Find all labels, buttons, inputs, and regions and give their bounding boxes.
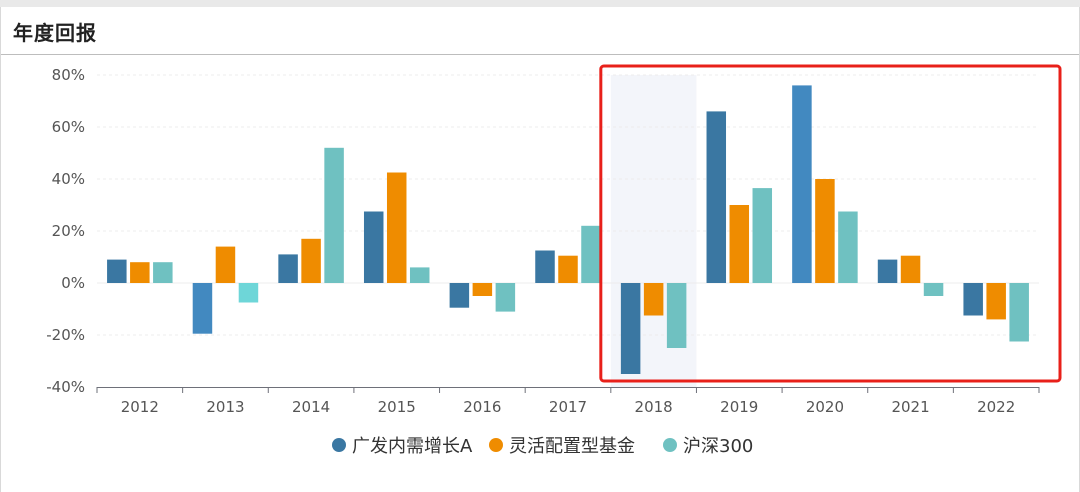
- x-tick-label: 2021: [891, 398, 929, 416]
- bar-2-2022[interactable]: [986, 283, 1006, 320]
- legend-marker-1[interactable]: [332, 438, 346, 452]
- x-tick-label: 2018: [635, 398, 673, 416]
- x-tick-label: 2019: [720, 398, 758, 416]
- legend-label-2[interactable]: 灵活配置型基金: [509, 436, 635, 457]
- bar-3-2017[interactable]: [581, 225, 601, 283]
- bar-2-2015[interactable]: [386, 172, 407, 284]
- x-tick-label: 2017: [549, 398, 587, 416]
- bar-3-2018[interactable]: [666, 283, 687, 348]
- bar-1-2019[interactable]: [706, 111, 727, 284]
- bar-1-2022[interactable]: [963, 283, 983, 316]
- y-tick-label: 0%: [61, 274, 85, 292]
- x-tick-label: 2020: [806, 398, 844, 416]
- bar-3-2013[interactable]: [238, 283, 259, 303]
- y-tick-label: -40%: [46, 378, 85, 396]
- legend-marker-2[interactable]: [489, 438, 503, 452]
- legend-label-1[interactable]: 广发内需增长A: [352, 436, 473, 457]
- bar-1-2013[interactable]: [192, 283, 213, 334]
- x-tick-label: 2014: [292, 398, 330, 416]
- bar-1-2021[interactable]: [877, 259, 898, 283]
- annual-return-panel: 年度回报: [0, 7, 1080, 492]
- bar-3-2015[interactable]: [409, 267, 430, 283]
- bar-3-2020[interactable]: [838, 211, 858, 284]
- bar-3-2022[interactable]: [1009, 283, 1029, 342]
- bar-1-2016[interactable]: [449, 283, 470, 308]
- highlight-box: [599, 64, 1062, 383]
- title-divider: [1, 54, 1079, 55]
- bar-1-2015[interactable]: [363, 211, 384, 284]
- legend-marker-3[interactable]: [663, 438, 677, 452]
- bar-2-2017[interactable]: [558, 255, 578, 283]
- bar-2-2020[interactable]: [815, 179, 835, 283]
- bar-3-2019[interactable]: [752, 188, 773, 283]
- legend-label-3[interactable]: 沪深300: [683, 436, 753, 457]
- x-tick-label: 2016: [463, 398, 501, 416]
- y-tick-label: 80%: [52, 66, 85, 84]
- bar-3-2021[interactable]: [923, 283, 944, 296]
- x-tick-label: 2013: [206, 398, 244, 416]
- bar-3-2016[interactable]: [495, 283, 516, 312]
- bar-2-2019[interactable]: [729, 205, 750, 283]
- bar-1-2012[interactable]: [107, 259, 127, 283]
- y-tick-label: 40%: [52, 170, 85, 188]
- panel-title: 年度回报: [13, 21, 97, 45]
- bar-1-2017[interactable]: [535, 250, 555, 284]
- bar-1-2014[interactable]: [278, 254, 298, 283]
- bar-1-2018[interactable]: [620, 283, 641, 374]
- bar-2-2016[interactable]: [472, 283, 493, 296]
- bar-1-2020[interactable]: [792, 85, 812, 284]
- bar-2-2014[interactable]: [301, 238, 321, 283]
- y-tick-label: 20%: [52, 222, 85, 240]
- bar-3-2014[interactable]: [324, 147, 344, 283]
- bar-2-2018[interactable]: [643, 283, 664, 316]
- bar-2-2013[interactable]: [215, 246, 236, 283]
- x-tick-label: 2022: [977, 398, 1015, 416]
- bar-2-2021[interactable]: [900, 255, 921, 283]
- x-tick-label: 2012: [121, 398, 159, 416]
- x-tick-label: 2015: [378, 398, 416, 416]
- y-tick-label: -20%: [46, 326, 85, 344]
- bar-2-2012[interactable]: [130, 262, 150, 283]
- y-tick-label: 60%: [52, 118, 85, 136]
- bar-3-2012[interactable]: [153, 262, 173, 283]
